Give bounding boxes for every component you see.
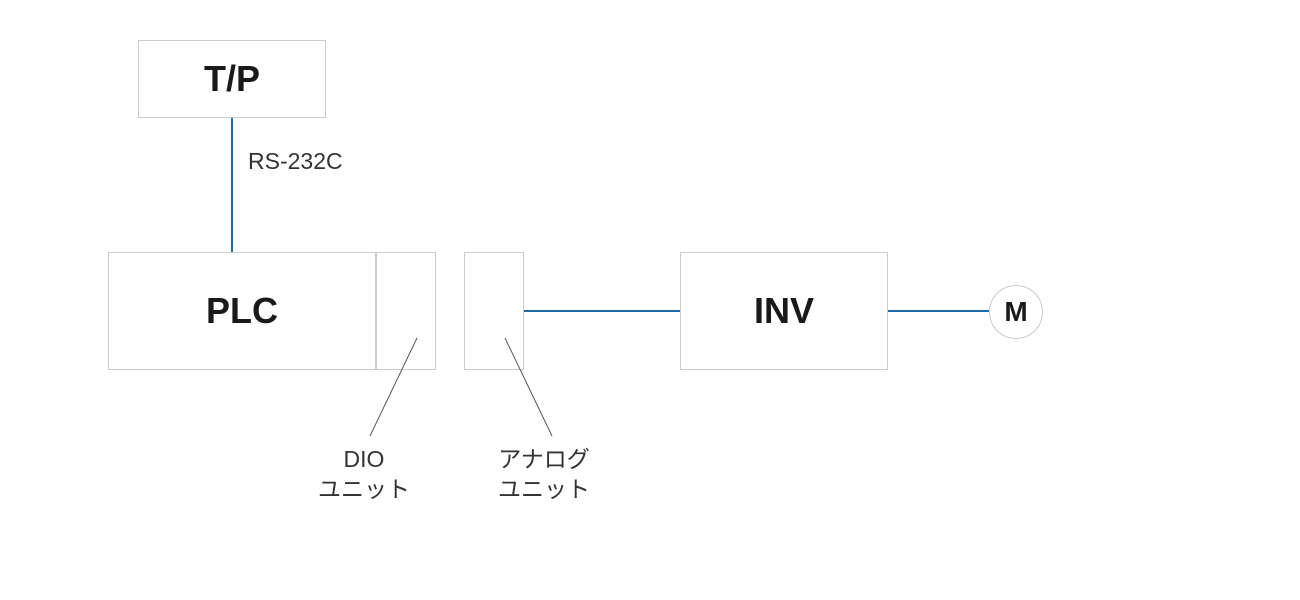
- edge-inv-motor: [888, 310, 989, 312]
- node-tp-label: T/P: [204, 58, 260, 100]
- callout-analog-line1: アナログ: [498, 446, 590, 472]
- node-tp: T/P: [138, 40, 326, 118]
- node-dio-unit: [376, 252, 436, 370]
- node-plc-label: PLC: [206, 290, 278, 332]
- edge-tp-plc: [231, 118, 233, 252]
- node-inv: INV: [680, 252, 888, 370]
- callout-analog-line2: ユニット: [498, 476, 590, 502]
- node-motor: M: [989, 285, 1043, 339]
- node-plc: PLC: [108, 252, 376, 370]
- node-motor-label: M: [1004, 296, 1027, 328]
- callout-dio-line1: DIO: [344, 446, 385, 472]
- callout-dio-label: DIO ユニット: [318, 445, 410, 505]
- callout-analog-label: アナログ ユニット: [498, 445, 590, 505]
- edge-plc-inv: [524, 310, 680, 312]
- node-inv-label: INV: [754, 290, 814, 332]
- callout-dio-line2: ユニット: [318, 476, 410, 502]
- edge-tp-plc-label: RS-232C: [248, 148, 343, 175]
- node-analog-unit: [464, 252, 524, 370]
